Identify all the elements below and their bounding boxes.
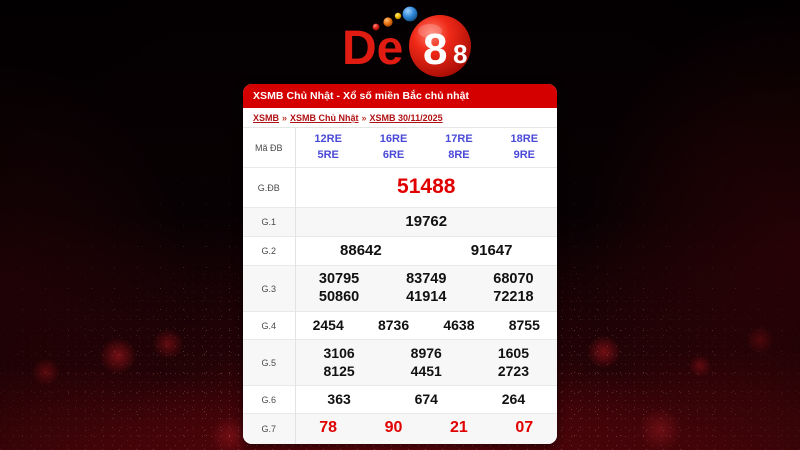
site-logo[interactable]: De 8 8 bbox=[320, 2, 500, 78]
table-row-g6: G.6 363 674 264 bbox=[243, 385, 557, 414]
code-line-1: 12RE 16RE 17RE 18RE bbox=[296, 131, 558, 147]
prize-cell: 4451 bbox=[410, 363, 442, 379]
g6-line-1: 363 674 264 bbox=[296, 391, 558, 407]
row-label-g1: G.1 bbox=[243, 207, 296, 237]
breadcrumb: XSMB» XSMB Chủ Nhật» XSMB 30/11/2025 bbox=[243, 108, 557, 128]
code-cell: 5RE bbox=[317, 149, 339, 161]
row-values-g7: 78 90 21 07 bbox=[295, 414, 557, 445]
prize-cell: 264 bbox=[501, 391, 526, 407]
row-label-g6: G.6 bbox=[243, 385, 296, 414]
logo-text-eight: 8 bbox=[423, 25, 447, 74]
prize-cell: 2454 bbox=[312, 317, 344, 333]
prize-cell: 19762 bbox=[405, 213, 448, 230]
prize-cell: 8736 bbox=[377, 317, 410, 333]
logo-dot-red bbox=[372, 23, 380, 31]
gdb-line-1: 51488 bbox=[296, 175, 558, 199]
prize-cell: 21 bbox=[450, 419, 468, 436]
prize-cell: 30795 bbox=[318, 271, 360, 287]
prize-cell: 363 bbox=[327, 391, 351, 407]
row-label-code: Mã ĐB bbox=[243, 128, 296, 168]
row-label-g4: G.4 bbox=[243, 311, 296, 340]
prize-cell: 78 bbox=[319, 419, 338, 436]
table-row-g5: G.5 3106 8976 1605 8125 4451 2723 bbox=[243, 339, 557, 386]
g5-line-1: 3106 8976 1605 bbox=[296, 344, 558, 362]
g5-line-2: 8125 4451 2723 bbox=[296, 362, 558, 380]
row-values-g6: 363 674 264 bbox=[295, 386, 557, 414]
breadcrumb-item-1[interactable]: XSMB bbox=[253, 113, 280, 123]
table-row-code: Mã ĐB 12RE 16RE 17RE 18RE 5RE 6RE 8RE 9R… bbox=[243, 128, 557, 168]
prize-cell: 90 bbox=[384, 419, 403, 436]
table-row-g1: G.1 19762 bbox=[243, 207, 557, 237]
code-cell: 12RE bbox=[314, 133, 342, 145]
panel-title: XSMB Chủ Nhật - Xổ số miền Bắc chủ nhật bbox=[243, 84, 557, 108]
row-values-gdb: 51488 bbox=[295, 168, 557, 208]
row-values-g1: 19762 bbox=[295, 208, 557, 237]
row-values-g2: 88642 91647 bbox=[295, 237, 557, 266]
g1-line-1: 19762 bbox=[296, 213, 558, 230]
logo-text-eight-small: 8 bbox=[453, 39, 467, 69]
g3-line-2: 50860 41914 72218 bbox=[296, 288, 558, 306]
g3-line-1: 30795 83749 68070 bbox=[296, 270, 558, 288]
lottery-result-panel: XSMB Chủ Nhật - Xổ số miền Bắc chủ nhật … bbox=[243, 84, 557, 444]
prize-cell: 4638 bbox=[443, 317, 475, 333]
logo-dot-orange bbox=[383, 17, 393, 27]
breadcrumb-separator-2: » bbox=[361, 113, 367, 123]
row-values-g5: 3106 8976 1605 8125 4451 2723 bbox=[295, 340, 557, 386]
prize-cell: 674 bbox=[414, 391, 438, 407]
logo-ball-highlight bbox=[418, 24, 442, 38]
row-values-g3: 30795 83749 68070 50860 41914 72218 bbox=[295, 266, 557, 312]
prize-cell: 8125 bbox=[323, 363, 355, 379]
row-values-code: 12RE 16RE 17RE 18RE 5RE 6RE 8RE 9RE bbox=[295, 128, 557, 168]
logo-dot-yellow bbox=[394, 12, 402, 20]
breadcrumb-separator-1: » bbox=[282, 113, 288, 123]
prize-cell: 3106 bbox=[323, 345, 355, 361]
code-cell: 18RE bbox=[510, 133, 539, 145]
table-row-g3: G.3 30795 83749 68070 50860 41914 72218 bbox=[243, 265, 557, 312]
prize-cell: 1605 bbox=[497, 345, 529, 361]
prize-cell: 8755 bbox=[508, 317, 540, 333]
g2-line-1: 88642 91647 bbox=[296, 242, 558, 259]
results-table-body: Mã ĐB 12RE 16RE 17RE 18RE 5RE 6RE 8RE 9R… bbox=[243, 128, 557, 444]
prize-cell: 88642 bbox=[340, 242, 382, 259]
prize-cell: 91647 bbox=[470, 242, 513, 259]
code-cell: 9RE bbox=[513, 149, 536, 161]
g7-line-1: 78 90 21 07 bbox=[296, 419, 558, 437]
prize-cell: 41914 bbox=[406, 289, 447, 305]
code-cell: 17RE bbox=[445, 133, 473, 145]
row-values-g4: 2454 8736 4638 8755 bbox=[295, 312, 557, 340]
prize-cell: 51488 bbox=[397, 175, 456, 198]
code-line-2: 5RE 6RE 8RE 9RE bbox=[296, 147, 558, 163]
logo-dot-blue bbox=[402, 6, 418, 22]
prize-cell: 50860 bbox=[318, 289, 360, 305]
prize-cell: 83749 bbox=[406, 271, 447, 287]
table-row-g2: G.2 88642 91647 bbox=[243, 236, 557, 266]
code-cell: 6RE bbox=[382, 149, 405, 161]
prize-cell: 72218 bbox=[493, 289, 534, 305]
prize-cell: 68070 bbox=[493, 271, 534, 287]
table-row-g7: G.7 78 90 21 07 bbox=[243, 413, 557, 445]
breadcrumb-item-2[interactable]: XSMB Chủ Nhật bbox=[290, 113, 359, 123]
breadcrumb-item-3[interactable]: XSMB 30/11/2025 bbox=[369, 113, 443, 123]
row-label-g3: G.3 bbox=[243, 265, 296, 312]
g4-line-1: 2454 8736 4638 8755 bbox=[296, 317, 558, 333]
logo-graphic: De 8 8 bbox=[342, 6, 471, 77]
logo-text-de: De bbox=[342, 22, 403, 75]
code-cell: 8RE bbox=[448, 149, 470, 161]
prize-cell: 8976 bbox=[410, 345, 442, 361]
table-row-gdb: G.ĐB 51488 bbox=[243, 167, 557, 208]
row-label-gdb: G.ĐB bbox=[243, 167, 296, 208]
prize-cell: 2723 bbox=[497, 363, 529, 379]
table-row-g4: G.4 2454 8736 4638 8755 bbox=[243, 311, 557, 340]
code-cell: 16RE bbox=[379, 133, 408, 145]
results-table: Mã ĐB 12RE 16RE 17RE 18RE 5RE 6RE 8RE 9R… bbox=[243, 128, 557, 444]
row-label-g5: G.5 bbox=[243, 339, 296, 386]
logo-ball bbox=[409, 15, 471, 77]
row-label-g7: G.7 bbox=[243, 413, 296, 444]
prize-cell: 07 bbox=[515, 419, 534, 436]
row-label-g2: G.2 bbox=[243, 236, 296, 266]
